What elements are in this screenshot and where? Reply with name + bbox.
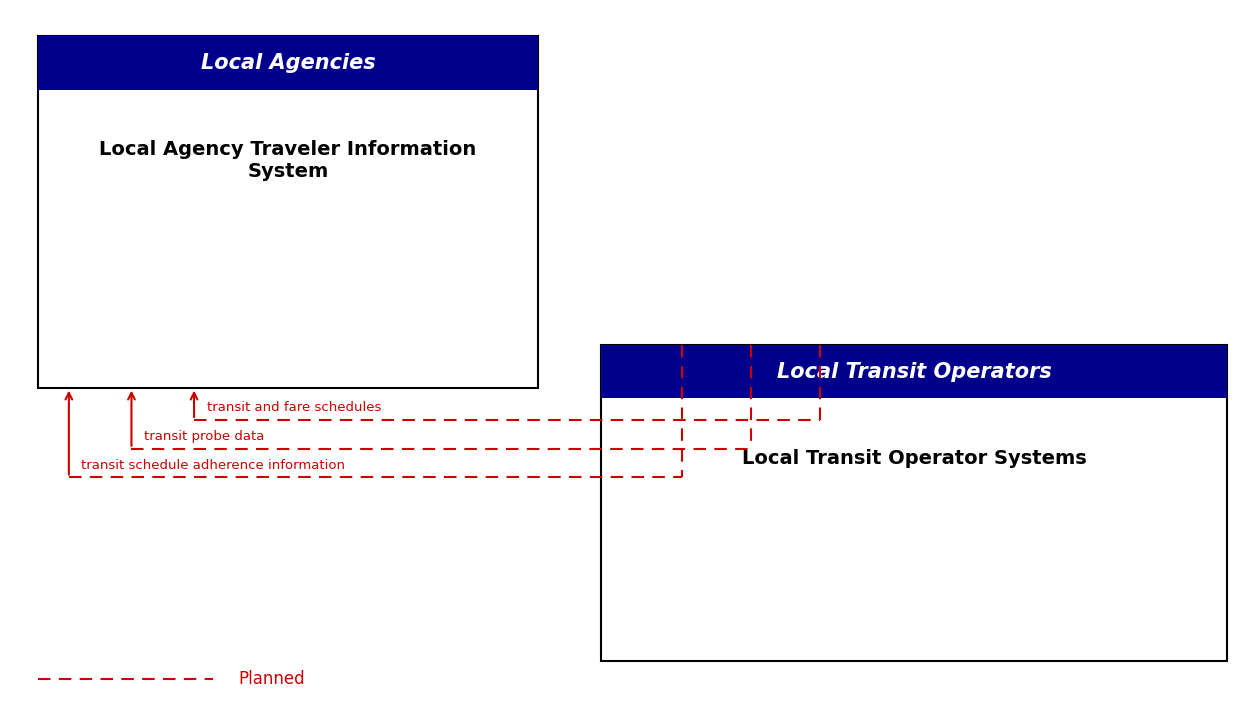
Text: transit and fare schedules: transit and fare schedules — [207, 401, 381, 414]
Bar — [38, 36, 538, 388]
Text: Local Agencies: Local Agencies — [200, 53, 376, 73]
Text: Local Agency Traveler Information
System: Local Agency Traveler Information System — [99, 140, 477, 181]
Bar — [38, 36, 538, 90]
Text: Local Transit Operator Systems: Local Transit Operator Systems — [741, 449, 1087, 467]
Text: Planned: Planned — [238, 669, 304, 688]
Text: transit schedule adherence information: transit schedule adherence information — [81, 459, 346, 472]
Text: transit probe data: transit probe data — [144, 430, 264, 443]
Text: Local Transit Operators: Local Transit Operators — [776, 362, 1052, 381]
Bar — [601, 345, 1227, 398]
Bar — [601, 345, 1227, 661]
